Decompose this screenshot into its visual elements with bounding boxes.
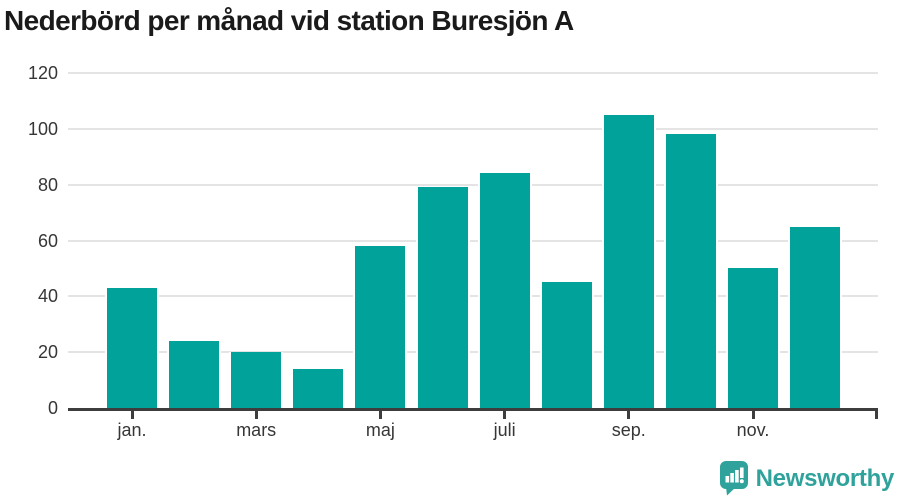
bar-month-12: [788, 227, 843, 408]
newsworthy-logo: Newsworthy: [719, 461, 895, 496]
bar-month-2: [167, 341, 222, 408]
x-axis-tick-jan: [130, 408, 134, 419]
y-axis-label-60: 60: [37, 230, 58, 251]
bar-month-9: [601, 115, 656, 408]
x-axis-tick-juli: [503, 408, 507, 419]
y-axis-label-40: 40: [37, 286, 58, 307]
bar-month-6: [415, 187, 470, 408]
x-axis-line: [68, 408, 878, 411]
y-axis-label-20: 20: [37, 342, 58, 363]
gridline-100: [68, 127, 878, 130]
bar-month-11: [726, 268, 780, 408]
gridline-20: [68, 351, 878, 354]
bar-month-3: [229, 352, 284, 408]
gridline-80: [68, 183, 878, 186]
gridline-60: [68, 239, 878, 242]
bar-month-5: [353, 246, 408, 408]
x-axis-label-nov: nov.: [736, 420, 770, 440]
x-axis-end-tick: [875, 408, 878, 419]
logo-exclamation-dot: [739, 479, 744, 484]
gridline-120: [68, 72, 878, 74]
x-axis-label-jan: jan.: [117, 420, 147, 440]
newsworthy-speech-bubble-icon: [719, 461, 748, 496]
logo-bar-medium: [729, 473, 734, 483]
y-axis-label-80: 80: [37, 174, 58, 195]
bar-month-8: [539, 282, 594, 408]
x-axis-tick-mars: [254, 408, 258, 419]
newsworthy-logo-text: Newsworthy: [755, 464, 895, 492]
chart-title: Nederbörd per månad vid station Buresjön…: [4, 5, 574, 36]
y-axis-label-100: 100: [27, 118, 58, 139]
logo-bar-tall: [734, 470, 739, 483]
bar-month-7: [477, 173, 532, 408]
bar-month-1: [105, 288, 159, 408]
x-axis-label-juli: juli: [493, 420, 516, 440]
bar-month-4: [291, 369, 346, 408]
bar-month-10: [663, 134, 718, 408]
plot-area: 0 20 40 60 80 100 120 jan. mars maj juli sep. nov.: [28, 63, 878, 440]
x-axis-tick-maj: [378, 408, 382, 419]
x-axis-tick-nov: [751, 408, 755, 419]
x-axis-label-maj: maj: [365, 420, 395, 440]
logo-exclamation-stem: [739, 467, 744, 478]
x-axis-label-sep: sep.: [611, 420, 646, 440]
y-axis-label-120: 120: [27, 63, 58, 83]
y-axis-label-0: 0: [47, 398, 58, 418]
x-axis-label-mars: mars: [236, 420, 277, 440]
gridline-40: [68, 295, 878, 298]
x-axis-tick-sep: [627, 408, 631, 419]
logo-bar-small: [725, 476, 729, 483]
